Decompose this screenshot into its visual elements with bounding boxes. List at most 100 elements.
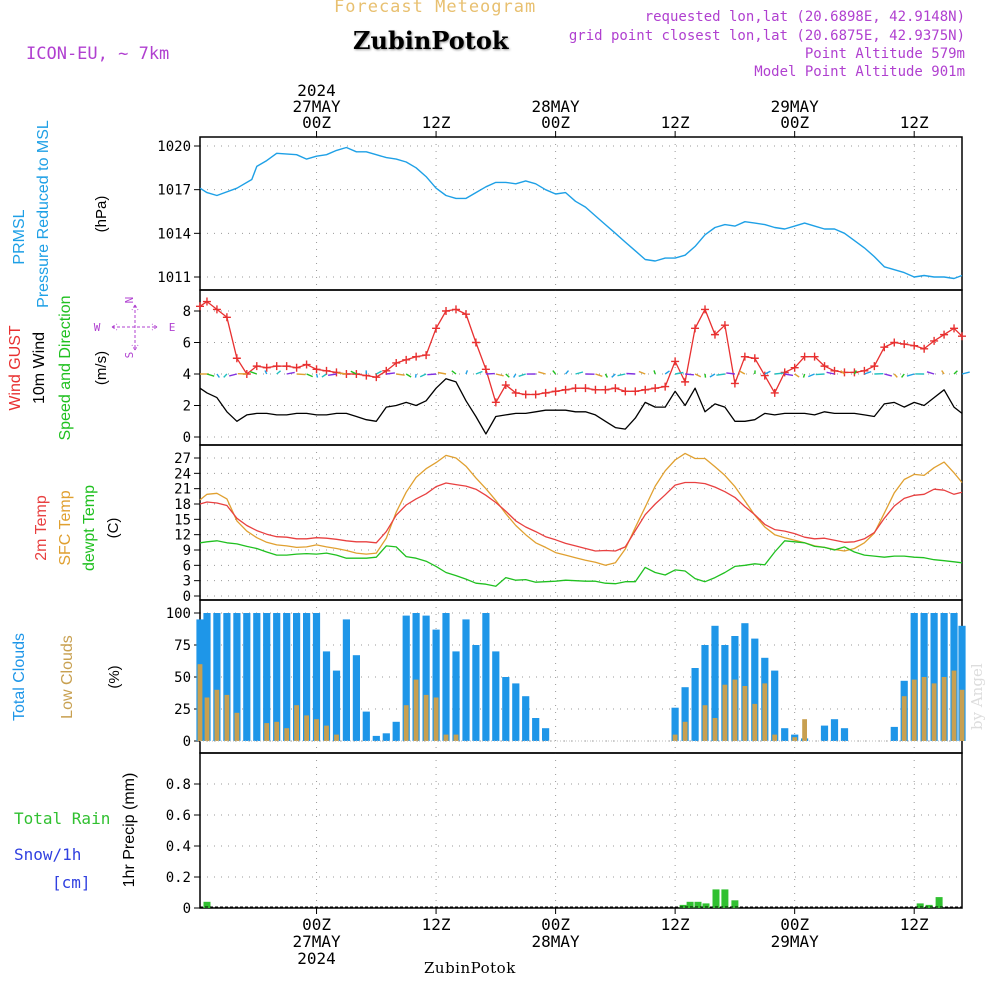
gust-marker (202, 297, 211, 306)
wind-direction-arrow (513, 373, 517, 378)
wind-direction-arrow (826, 371, 835, 375)
snow-label: Snow/1h (14, 845, 81, 864)
low-cloud-bar (214, 689, 220, 741)
gust-marker (641, 385, 650, 394)
total-cloud-bar (542, 728, 550, 741)
low-cloud-bar (792, 737, 798, 741)
compass-arrows (111, 304, 158, 351)
rain-bar (712, 889, 720, 908)
total-cloud-bar (681, 687, 689, 741)
time-label-top: 12Z (661, 113, 690, 132)
low-cloud-bar (959, 689, 965, 741)
panel-pressure: 1011 1014 1017 1020 (157, 136, 963, 291)
gust-marker (481, 365, 490, 374)
wind-direction-arrow (685, 373, 694, 376)
low-cloud-bar (284, 728, 290, 741)
time-label-top: 00Z (302, 113, 331, 132)
model-altitude: Model Point Altitude 901m (754, 64, 965, 80)
pressure-label: PRMSL (11, 209, 28, 264)
total-cloud-bar (263, 613, 271, 741)
low-cloud-bar (921, 677, 927, 741)
total-cloud-bar (392, 721, 400, 741)
rain-bar (686, 901, 694, 908)
total-cloud-bar (372, 735, 380, 741)
total-cloud-bar (840, 728, 849, 741)
time-label-bottom: 12Z (422, 915, 451, 934)
gust-marker (232, 354, 241, 363)
wind-label: Wind GUST (7, 325, 24, 411)
time-label-top: 12Z (900, 113, 929, 132)
total-cloud-bar (711, 625, 719, 741)
total-cloud-bar (452, 651, 460, 741)
total-cloud-bar (432, 629, 440, 741)
wind-direction-arrow (864, 370, 872, 375)
low-cloud-bar (204, 697, 210, 741)
y-tick-label: 1014 (157, 226, 191, 242)
low-cloud-bar (941, 677, 947, 741)
gust-marker (501, 381, 510, 390)
gust-marker (780, 368, 789, 377)
low-cloud-bar (453, 734, 459, 741)
total-cloud-bar (830, 719, 839, 741)
gust-marker (262, 363, 271, 372)
gust-marker (581, 384, 590, 393)
wind-direction-arrow (538, 371, 546, 375)
wind-direction-arrow (664, 370, 670, 375)
y-tick-label: 2 (183, 399, 191, 415)
y-tick-label: 0.8 (166, 777, 191, 793)
gust-marker (402, 355, 411, 364)
y-tick-label: 1011 (157, 270, 191, 286)
gust-marker (770, 388, 779, 397)
wind-direction-arrow (437, 371, 447, 375)
rain-label: Total Rain (14, 809, 110, 828)
gust-marker (880, 343, 889, 352)
panel-precip: 0 0.2 0.4 0.6 0.8 (166, 752, 963, 917)
total-cloud-bar (532, 718, 540, 741)
panel-frame (199, 752, 963, 909)
time-label-top: 27MAY (292, 97, 341, 116)
low-cloud-bar (304, 715, 309, 741)
low-cloud-bar (197, 664, 203, 741)
gust-marker (222, 313, 231, 322)
y-tick-label: 8 (183, 304, 191, 320)
gust-marker (561, 385, 570, 394)
total-cloud-bar (223, 613, 231, 741)
low-cloud-bar (443, 734, 449, 741)
compass-w: W (94, 321, 101, 334)
total-cloud-bar (243, 613, 251, 741)
wind-direction-arrow (784, 373, 794, 377)
wind-direction-arrow (638, 370, 646, 375)
location-title: ZubinPotok (353, 26, 509, 55)
total-cloud-bar (512, 683, 520, 741)
wind-direction-arrow (853, 370, 857, 375)
gust-marker (950, 324, 959, 333)
wind-direction-arrow (552, 370, 557, 375)
total-cloud-bar (312, 613, 321, 741)
rain-bar (916, 903, 924, 908)
panel-frame (199, 444, 963, 601)
temp-label: dewpt Temp (81, 485, 98, 571)
wind-direction-arrow (350, 370, 357, 375)
time-label-bottom: 12Z (661, 915, 690, 934)
y-tick-label: 3 (183, 574, 191, 590)
time-label-bottom: 00Z (541, 915, 570, 934)
wind-direction-arrow (327, 373, 337, 376)
t2m-line (199, 481, 963, 552)
low-cloud-bar (672, 734, 678, 741)
wind-direction-arrow (694, 373, 702, 378)
total-cloud-bar (273, 613, 281, 741)
gust-marker (800, 352, 809, 361)
low-clouds-label: Low Clouds (59, 635, 76, 719)
gust-marker (491, 398, 500, 407)
total-cloud-bar (751, 638, 759, 741)
wind-direction-arrow (893, 373, 898, 378)
total-cloud-bar (691, 668, 699, 741)
low-cloud-bar (802, 719, 807, 741)
y-tick-label: 18 (174, 497, 191, 513)
wind-direction-arrow (375, 370, 382, 375)
clouds-unit: (%) (106, 665, 123, 688)
low-cloud-bar (911, 679, 917, 741)
total-cloud-bar (771, 670, 779, 741)
low-cloud-bar (314, 719, 319, 741)
